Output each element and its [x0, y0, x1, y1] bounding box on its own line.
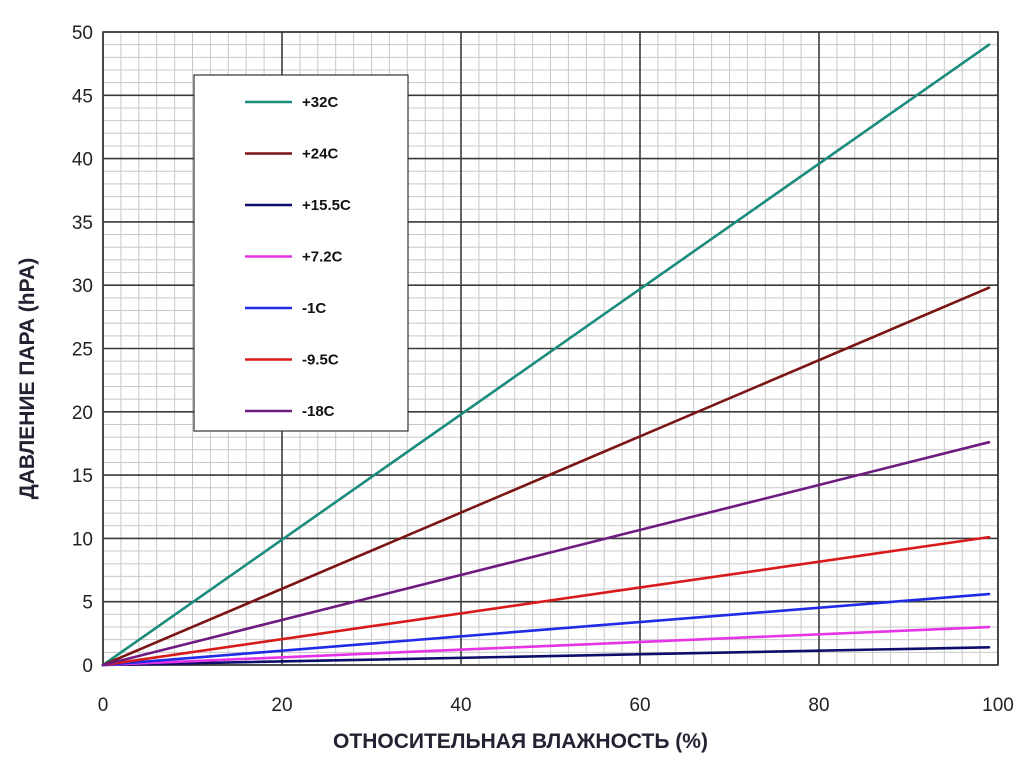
- x-tick-label: 20: [271, 695, 292, 716]
- legend-label: -9.5C: [302, 352, 339, 369]
- series-line: [101, 535, 991, 667]
- y-tick-label: 25: [72, 340, 93, 361]
- series-layer: [101, 43, 991, 667]
- legend-label: +24C: [302, 146, 338, 163]
- y-tick-label: 35: [72, 213, 93, 234]
- legend-box: [193, 74, 409, 432]
- x-tick-label: 100: [982, 695, 1014, 716]
- series-line: [101, 440, 991, 667]
- x-axis-ticks: 0 20 40 60 80 100: [98, 695, 1014, 716]
- legend-label: -18C: [302, 403, 335, 420]
- series-line: [101, 645, 991, 667]
- y-tick-label: 15: [72, 466, 93, 487]
- x-tick-label: 80: [808, 695, 829, 716]
- y-axis-ticks: 0 5 10 15 20 25 30 35 40 45 50: [72, 23, 93, 677]
- legend-label: +15.5C: [302, 197, 351, 214]
- series-line: [101, 625, 991, 667]
- y-tick-label: 10: [72, 529, 93, 550]
- legend-label: +32C: [302, 94, 338, 111]
- x-tick-label: 60: [629, 695, 650, 716]
- legend: +32C +24C +15.5C +7.2C -1C -9.5C -18C: [193, 74, 409, 432]
- y-tick-label: 0: [82, 656, 93, 677]
- y-tick-label: 5: [82, 593, 93, 614]
- series-line: [101, 286, 991, 667]
- legend-label: -1C: [302, 300, 326, 317]
- x-axis-title: ОТНОСИТЕЛЬНАЯ ВЛАЖНОСТЬ (%): [333, 730, 708, 753]
- y-axis-title: ДАВЛЕНИЕ ПАРА (hPA): [16, 258, 39, 499]
- y-tick-label: 40: [72, 150, 93, 171]
- x-tick-label: 40: [450, 695, 471, 716]
- x-tick-label: 0: [98, 695, 109, 716]
- series-line: [101, 43, 991, 667]
- plot-frame: [102, 31, 999, 666]
- legend-label: +7.2C: [302, 249, 343, 266]
- y-tick-label: 30: [72, 276, 93, 297]
- series-line: [101, 592, 991, 667]
- y-tick-label: 50: [72, 23, 93, 44]
- y-tick-label: 45: [72, 86, 93, 107]
- y-tick-label: 20: [72, 403, 93, 424]
